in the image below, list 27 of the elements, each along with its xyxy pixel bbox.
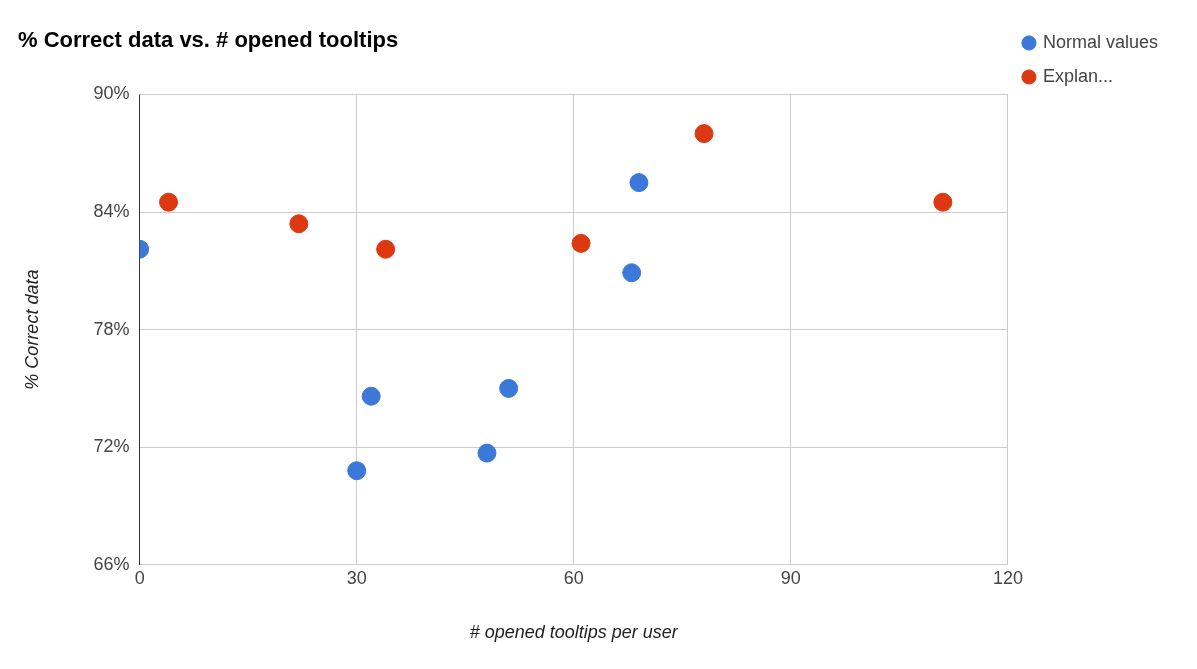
x-tick-label: 90 [780,567,801,588]
point [694,124,714,144]
point [622,263,642,283]
point [571,233,591,253]
point [629,173,649,193]
x-tick-label: 0 [134,567,145,588]
x-tick-label: 120 [992,567,1023,588]
point [477,443,497,463]
y-tick-label: 72% [93,436,130,457]
legend-label: Explan... [1042,65,1114,86]
point [289,214,309,234]
x-axis-title: # opened tooltips per user [469,622,679,643]
point [159,192,179,212]
y-tick-label: 90% [93,83,130,104]
point [499,378,519,398]
y-tick-label: 84% [93,200,130,221]
y-tick-label: 78% [93,318,130,339]
point [361,386,381,406]
y-axis-title: % Correct data [21,269,42,390]
point [376,239,396,259]
point [933,192,953,212]
point [347,461,367,481]
x-tick-label: 60 [563,567,584,588]
y-tick-label: 66% [93,553,130,574]
x-tick-label: 30 [346,567,367,588]
legend-label: Normal values [1042,31,1159,52]
chart-title: % Correct data vs. # opened tooltips [18,27,399,53]
